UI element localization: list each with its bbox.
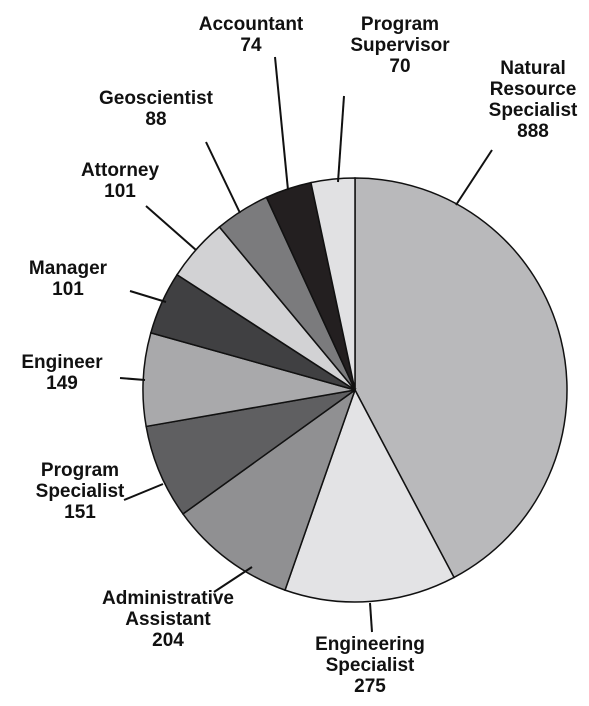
leader-line <box>274 56 289 191</box>
leader-line <box>369 602 373 633</box>
slice-label: Geoscientist 88 <box>99 88 213 130</box>
leader-line <box>205 141 241 214</box>
slice-label: Engineering Specialist 275 <box>315 634 425 697</box>
slice-label: Natural Resource Specialist 888 <box>489 58 578 142</box>
pie-slice <box>354 177 568 579</box>
category-label: Attorney <box>80 160 160 181</box>
category-label: Manager <box>28 258 108 279</box>
category-label: Program Supervisor <box>350 14 450 56</box>
slice-label: Attorney 101 <box>81 160 159 202</box>
value-label: 101 <box>104 181 136 202</box>
slice-label: Program Supervisor 70 <box>350 14 449 77</box>
pie-slice <box>310 177 356 391</box>
leader-line <box>145 205 197 251</box>
value-label: 101 <box>52 279 84 300</box>
value-label: 74 <box>240 35 262 56</box>
leader-line <box>337 95 345 183</box>
value-label: 275 <box>354 676 386 697</box>
value-label: 149 <box>46 373 78 394</box>
leader-line <box>129 290 167 303</box>
leader-line <box>213 566 253 593</box>
pie-slice <box>284 388 456 603</box>
slice-label: Program Specialist 151 <box>36 460 125 523</box>
category-label: Engineer <box>21 352 103 373</box>
slice-label: Accountant 74 <box>199 14 304 56</box>
leader-line <box>119 377 146 381</box>
slice-label: Administrative Assistant 204 <box>102 588 234 651</box>
slice-label: Manager 101 <box>29 258 107 300</box>
category-label: Program Specialist <box>35 460 125 502</box>
leader-line <box>455 149 493 206</box>
value-label: 888 <box>517 121 549 142</box>
category-label: Natural Resource Specialist <box>488 58 578 121</box>
slice-label: Engineer 149 <box>21 352 102 394</box>
category-label: Engineering Specialist <box>315 634 425 676</box>
value-label: 70 <box>389 56 411 77</box>
pie-slice <box>181 387 357 592</box>
category-label: Geoscientist <box>98 88 214 109</box>
category-label: Accountant <box>198 14 304 35</box>
value-label: 88 <box>145 109 167 130</box>
category-label: Administrative Assistant <box>102 588 234 630</box>
value-label: 204 <box>152 630 184 651</box>
value-label: 151 <box>64 502 96 523</box>
leader-line <box>123 483 164 501</box>
